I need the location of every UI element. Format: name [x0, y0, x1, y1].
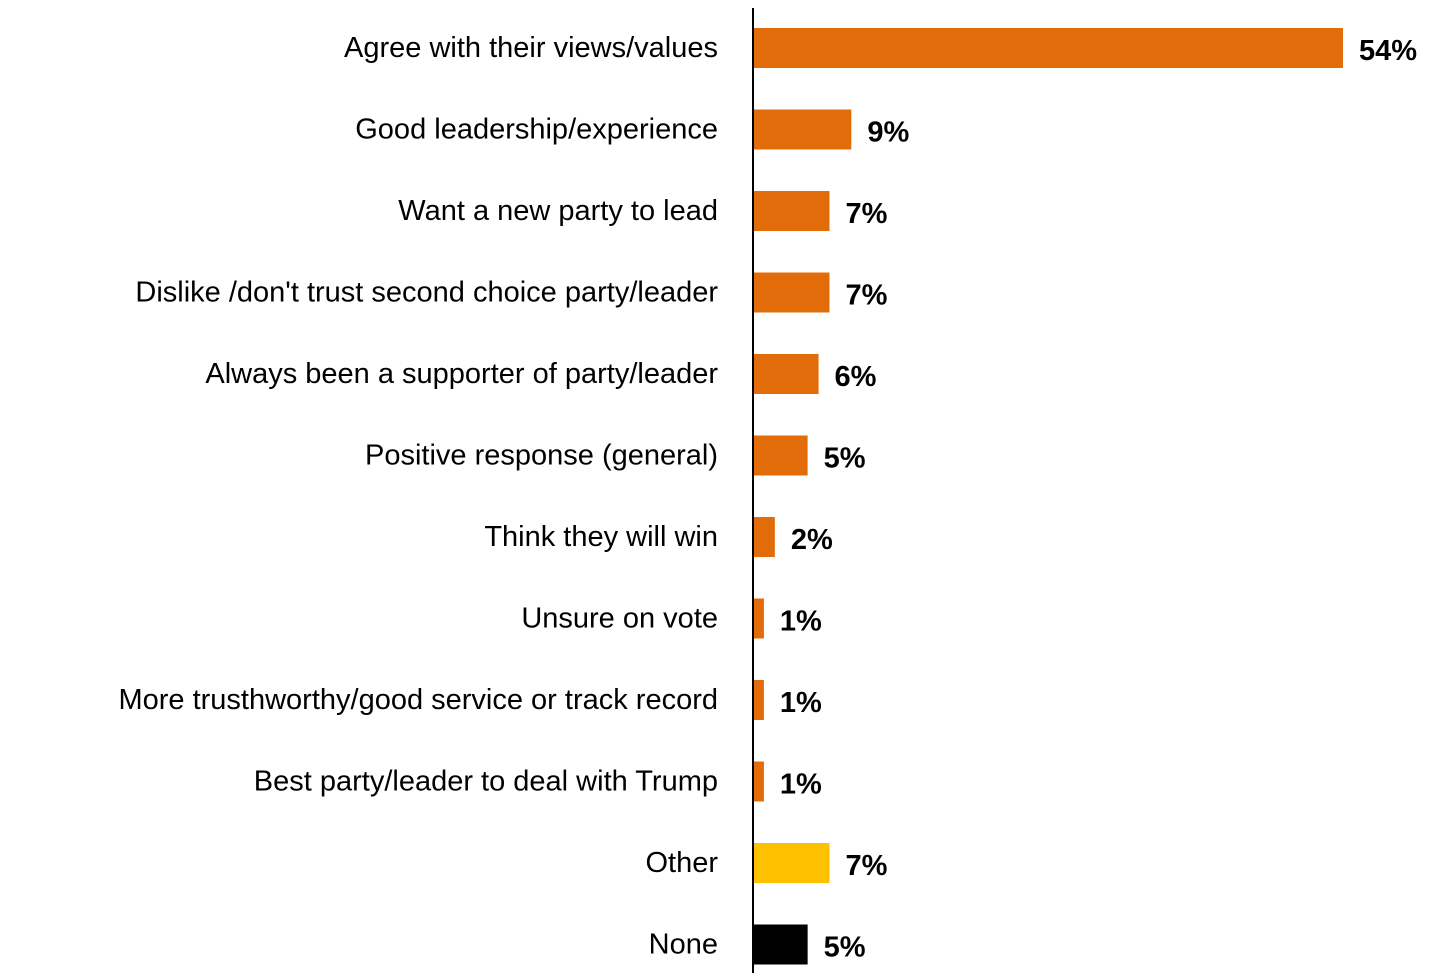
category-label: Good leadership/experience — [355, 114, 718, 146]
bar — [753, 843, 830, 883]
value-label: 54% — [1359, 35, 1417, 67]
value-label: 2% — [791, 524, 833, 556]
category-label: Think they will win — [484, 521, 718, 553]
bar — [753, 435, 808, 476]
bar — [753, 28, 1343, 68]
bar — [753, 598, 764, 639]
bar — [753, 680, 764, 720]
bar — [753, 761, 764, 802]
category-label: None — [649, 929, 718, 961]
category-label: Agree with their views/values — [344, 32, 718, 64]
value-label: 6% — [835, 361, 877, 393]
value-label: 5% — [824, 932, 866, 964]
bar — [753, 517, 775, 557]
bar — [753, 272, 830, 313]
bar — [753, 191, 830, 231]
value-label: 7% — [845, 280, 887, 312]
value-label: 7% — [845, 850, 887, 882]
category-label: Best party/leader to deal with Trump — [254, 766, 718, 798]
category-label: Positive response (general) — [365, 440, 718, 472]
bars — [753, 28, 1343, 965]
value-label: 7% — [845, 198, 887, 230]
category-label: Always been a supporter of party/leader — [205, 358, 718, 390]
value-label: 5% — [824, 443, 866, 475]
bar — [753, 924, 808, 965]
bar — [753, 109, 852, 150]
category-label: Dislike /don't trust second choice party… — [135, 277, 718, 309]
value-label: 1% — [780, 606, 822, 638]
value-label: 1% — [780, 687, 822, 719]
category-label: Other — [645, 847, 718, 879]
category-labels: Agree with their views/values Good leader… — [118, 32, 718, 961]
category-label: Unsure on vote — [521, 603, 718, 635]
category-label: Want a new party to lead — [398, 195, 718, 227]
value-label: 9% — [867, 117, 909, 149]
value-label: 1% — [780, 769, 822, 801]
bar — [753, 354, 819, 394]
value-labels: 54% 9% 7% 7% 6% 5% 2% 1% 1% 1% 7% 5% — [780, 35, 1417, 964]
category-label: More trusthworthy/good service or track … — [118, 684, 718, 716]
